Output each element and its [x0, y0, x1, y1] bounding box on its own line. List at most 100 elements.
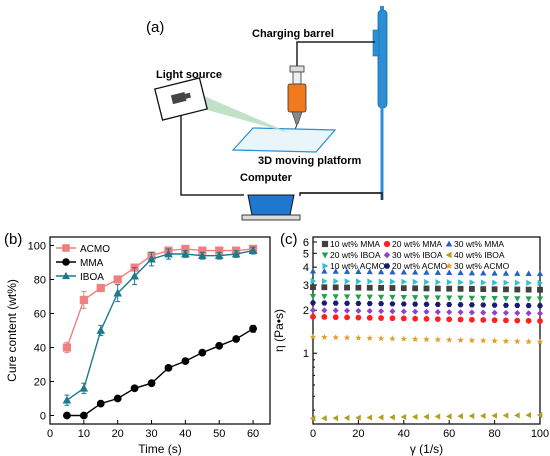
data-point [412, 285, 419, 292]
data-point [321, 314, 328, 320]
y-tick-label-b: 100 [28, 241, 46, 253]
data-point [457, 295, 464, 302]
data-point [434, 269, 441, 275]
series-10-wt-acmo [310, 277, 544, 287]
data-point [434, 295, 441, 301]
data-point [389, 315, 396, 322]
data-point [514, 317, 521, 324]
legend-marker [445, 251, 452, 259]
data-point [468, 295, 476, 302]
data-point [492, 279, 498, 286]
data-point [378, 278, 385, 285]
data-point [434, 336, 442, 343]
y-tick-label-b: 60 [34, 309, 46, 321]
data-point [355, 268, 362, 275]
data-point [514, 279, 521, 286]
moving-platform [231, 127, 337, 153]
light-source [154, 77, 208, 121]
data-point [457, 269, 464, 276]
data-point [344, 278, 351, 285]
data-point [400, 413, 407, 421]
data-point [332, 314, 339, 321]
barrel-wire [296, 41, 375, 68]
syringe-barrel [287, 83, 307, 113]
data-point [377, 294, 385, 301]
legend-marker [62, 258, 70, 266]
data-point [435, 278, 442, 286]
data-point [366, 268, 373, 275]
legend-marker [445, 240, 453, 247]
data-point [355, 300, 362, 306]
data-point [537, 318, 543, 324]
data-point [332, 307, 339, 314]
data-point [309, 307, 317, 314]
y-axis-title-b: Cure content (wt%) [5, 279, 19, 382]
data-point [423, 269, 430, 275]
data-point [469, 279, 476, 286]
data-point-iboa [197, 251, 207, 260]
data-point [344, 300, 350, 306]
data-point [343, 268, 351, 274]
data-point [343, 414, 350, 422]
data-point [366, 301, 373, 307]
data-point [389, 335, 396, 342]
data-point [321, 277, 328, 285]
data-point [480, 286, 487, 292]
charging-barrel [372, 6, 388, 200]
data-point [411, 335, 419, 342]
data-point [412, 295, 419, 301]
data-point [400, 268, 407, 275]
legend-entry: 20 wt% ACMO [392, 261, 448, 271]
data-point [503, 302, 509, 308]
data-point [389, 414, 395, 421]
data-point [491, 302, 498, 308]
data-point-mma [232, 335, 241, 343]
data-point [446, 269, 453, 276]
data-point [344, 307, 351, 314]
data-point [480, 412, 486, 419]
data-point [423, 413, 429, 420]
data-point [536, 310, 544, 317]
data-point [537, 286, 543, 293]
data-point [480, 295, 487, 302]
barrel-body [377, 9, 388, 109]
data-point [536, 296, 544, 303]
data-point [355, 294, 362, 301]
computer-wire-left [180, 115, 244, 196]
light-beam [200, 96, 290, 133]
data-point [309, 415, 316, 422]
x-tick-label-c: 80 [488, 428, 500, 440]
data-point [434, 301, 441, 307]
y-tick-label-b: 80 [34, 275, 46, 287]
data-point [502, 270, 510, 276]
data-point [491, 295, 498, 302]
data-point [378, 315, 384, 321]
data-point [446, 302, 453, 308]
data-point [377, 414, 384, 421]
data-point [423, 336, 430, 343]
x-tick-label-b: 10 [78, 428, 90, 440]
x-tick-label-c: 100 [531, 428, 549, 440]
y-tick-label-c: 3 [303, 280, 309, 292]
data-point [480, 269, 487, 276]
x-tick-label-b: 30 [145, 428, 157, 440]
data-point [310, 313, 316, 320]
legend-marker [322, 262, 329, 270]
x-tick-label-c: 0 [310, 428, 316, 440]
data-point [525, 286, 532, 293]
legend-entry: 30 wt% IBOA [392, 250, 443, 260]
data-point-iboa [147, 254, 156, 263]
series-group-b [62, 244, 258, 420]
data-point [321, 294, 328, 300]
data-point [434, 308, 441, 315]
y-tick-label-c: 2 [303, 305, 309, 317]
data-point [332, 294, 339, 300]
data-point-iboa [62, 395, 72, 404]
light-source-lens [170, 91, 187, 105]
data-point [514, 296, 521, 302]
barrel-clamp [372, 29, 380, 57]
charging-barrel-label: Charging barrel [252, 28, 334, 40]
data-point [514, 270, 521, 276]
data-point [332, 284, 339, 291]
data-point [514, 302, 521, 308]
